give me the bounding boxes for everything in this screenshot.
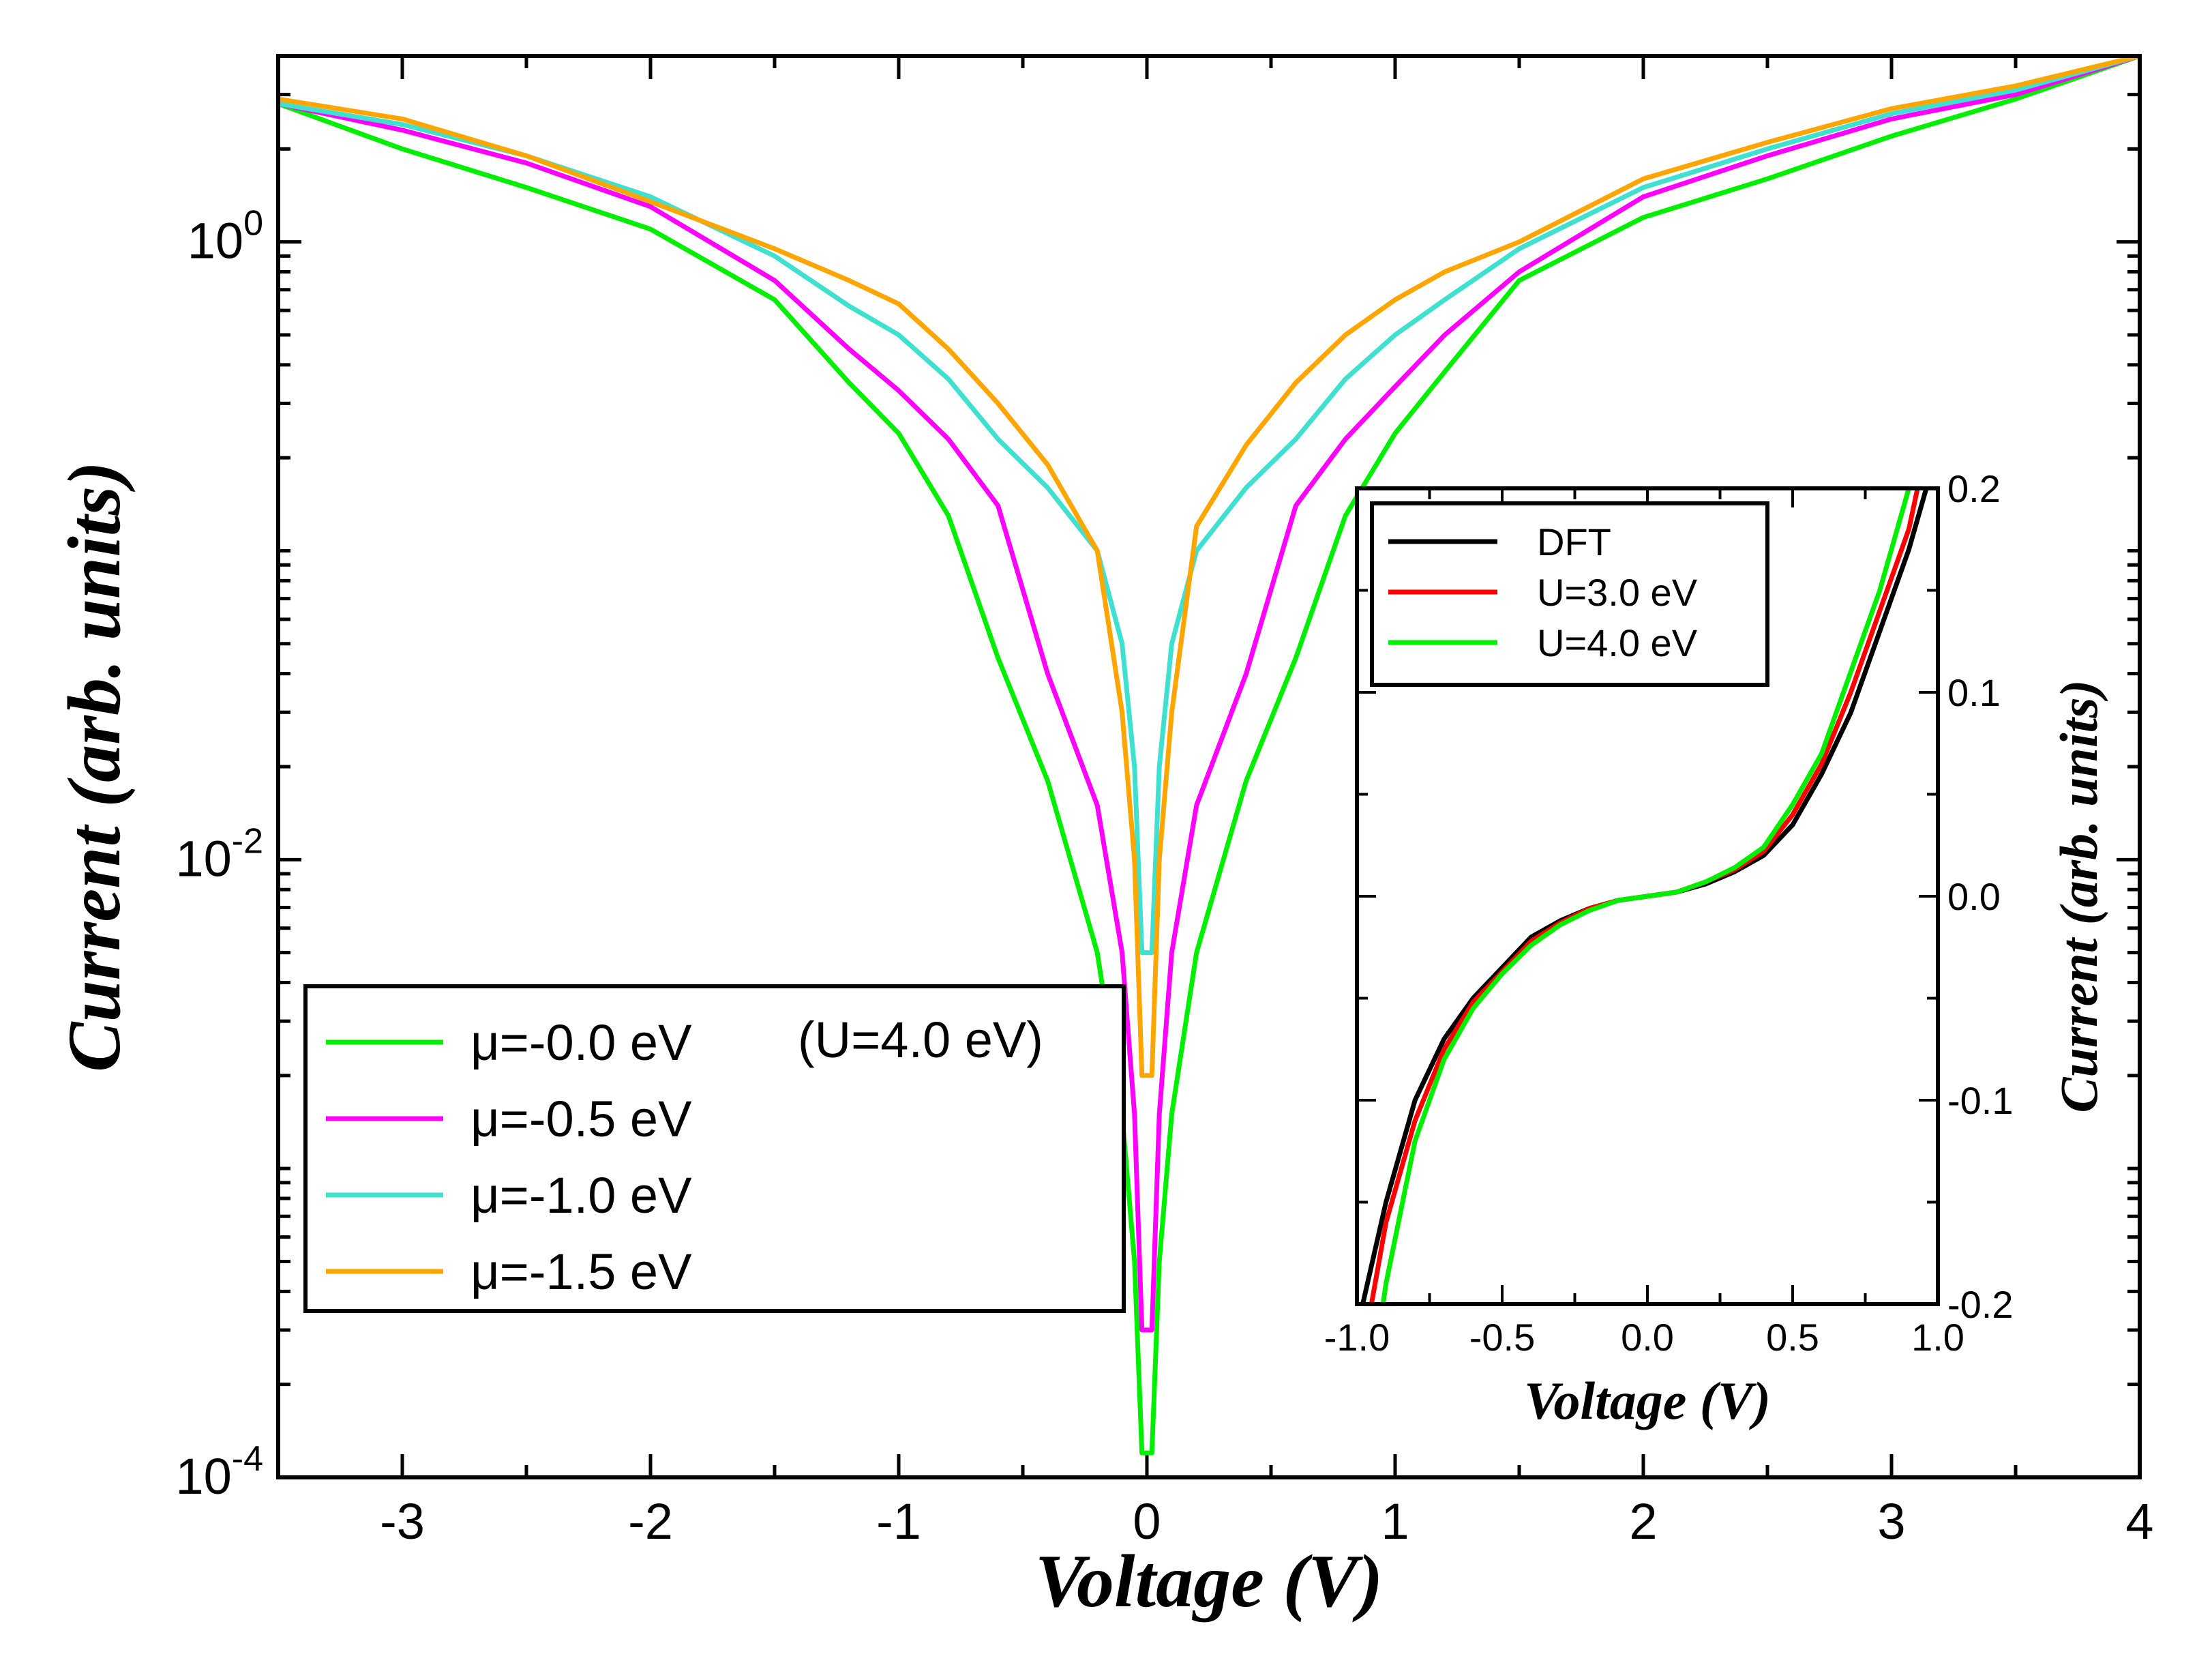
inset-y-tick-label: 0.1	[1947, 671, 2001, 714]
inset-x-tick-label: -1.0	[1324, 1316, 1390, 1359]
main-y-tick-label: 10-4	[175, 1439, 263, 1505]
main-x-tick-label: 1	[1381, 1493, 1409, 1550]
inset-y-tick-label: 0.0	[1947, 875, 2001, 918]
main-series-line-3	[278, 53, 2140, 1078]
main-x-tick-label: 0	[1133, 1493, 1161, 1550]
main-series-line-0	[277, 53, 2141, 1456]
inset-series-line-2	[1380, 488, 1911, 1305]
main-x-tick-label: -2	[628, 1493, 673, 1550]
main-x-tick-label: 3	[1877, 1493, 1905, 1550]
main-y-tick-labels: 100 10-2 10-4	[175, 204, 263, 1505]
main-plot-frame	[276, 54, 2142, 1479]
inset-y-tick-label: -0.1	[1947, 1079, 2014, 1122]
inset-x-tick-label: -0.5	[1469, 1316, 1536, 1359]
inset-y-tick-labels: 0.2 0.1 0.0 -0.1 -0.2	[1947, 467, 2014, 1326]
inset-y-axis-title: Current (arb. units)	[2049, 679, 2108, 1112]
main-legend-label: μ=-1.0 eV	[470, 1167, 692, 1224]
main-series-line-2	[278, 53, 2140, 956]
main-x-tick-label: 4	[2125, 1493, 2153, 1550]
inset-x-tick-label: 0.0	[1621, 1316, 1674, 1359]
inset-series-lines	[1360, 488, 1929, 1305]
main-legend-label: μ=-0.0 eV	[470, 1014, 692, 1071]
inset-y-tick-label: -0.2	[1947, 1283, 2014, 1326]
main-series-lines	[277, 53, 2141, 1456]
main-series-line-1	[278, 53, 2141, 1333]
main-x-tick-labels: -3 -2 -1 0 1 2 3 4	[380, 1493, 2153, 1550]
inset-legend-label: U=4.0 eV	[1537, 621, 1698, 664]
inset-legend-label: U=3.0 eV	[1537, 571, 1698, 614]
inset-legend-label: DFT	[1537, 520, 1611, 563]
inset-x-tick-label: 0.5	[1766, 1316, 1819, 1359]
main-legend-label: μ=-1.5 eV	[470, 1243, 692, 1300]
main-legend: μ=-0.0 eV μ=-0.5 eV μ=-1.0 eV μ=-1.5 eV (U=…	[303, 984, 1126, 1313]
main-plot: -3 -2 -1 0 1 2 3 4 100 10-2 10-4 Voltage (V) Curr…	[53, 53, 2154, 1623]
inset-legend: DFT U=3.0 eV U=4.0 eV	[1370, 501, 1769, 687]
main-x-tick-label: -1	[876, 1493, 921, 1550]
inset-plot: -1.0 -0.5 0.0 0.5 1.0 0.2 0.1 0.0 -0.1 -0.2 Volt…	[1324, 467, 2108, 1430]
main-x-tick-label: -3	[380, 1493, 425, 1550]
main-y-tick-label: 10-2	[175, 821, 263, 887]
main-y-tick-label: 100	[188, 204, 263, 269]
inset-y-tick-label: 0.2	[1947, 467, 2001, 510]
main-x-axis-title: Voltage (V)	[1035, 1539, 1383, 1623]
main-legend-note: (U=4.0 eV)	[798, 1012, 1043, 1068]
inset-x-tick-labels: -1.0 -0.5 0.0 0.5 1.0	[1324, 1316, 1964, 1359]
inset-x-tick-label: 1.0	[1911, 1316, 1964, 1359]
main-x-tick-label: 2	[1629, 1493, 1657, 1550]
inset-plot-frame	[1355, 486, 1940, 1306]
main-legend-label: μ=-0.5 eV	[470, 1091, 692, 1147]
main-y-axis-title: Current (arb. units)	[53, 461, 136, 1072]
inset-x-axis-title: Voltage (V)	[1524, 1371, 1771, 1430]
